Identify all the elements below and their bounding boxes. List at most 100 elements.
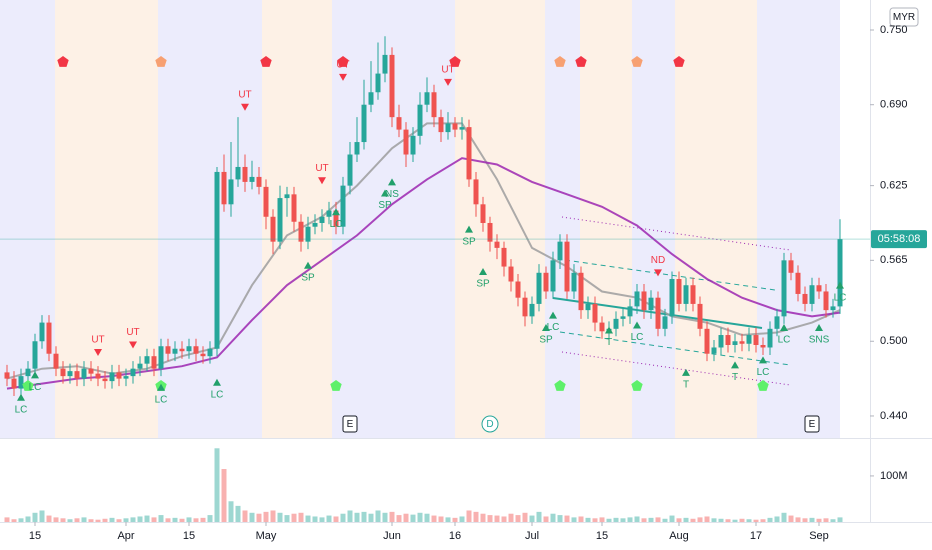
signal [260,56,272,67]
volume-bar [704,516,710,522]
x-tick-label: Jul [525,530,539,542]
candle-body [32,341,38,369]
candle-body [144,356,150,364]
annotation-arrow [815,324,823,332]
volume-bar [515,515,521,522]
volume-bar [550,513,556,522]
volume-bar [305,515,311,522]
volume-bar [18,518,24,522]
annotation: UT [441,64,454,75]
candle-body [228,179,234,205]
annotation: LC [834,292,847,303]
volume-bar [4,517,10,522]
candle-body [11,378,17,389]
candle-body [718,335,724,348]
channel [559,331,791,366]
candle-body [585,303,591,311]
candle-body [347,154,353,186]
volume-bar [690,518,696,522]
candle-body [557,241,563,261]
candle-body [438,117,444,133]
volume-bar [354,512,360,522]
candle-body [235,166,241,180]
volume-bar [487,515,493,522]
y-tick-label: 0.690 [880,99,908,111]
candle-body [4,372,10,379]
volume-bar [88,519,94,522]
candle-body [123,376,129,379]
volume-bar [641,518,647,522]
candle-body [620,316,626,319]
annotation: ND [651,255,665,266]
signal [57,56,69,67]
candle-body [102,378,108,382]
volume-bar [32,512,38,522]
volume-bar [291,513,297,522]
volume-bar [25,516,31,522]
volume-bar [431,515,437,522]
volume-bar [452,517,458,522]
annotation: LC [330,219,343,230]
candle-body [74,371,80,379]
candle-body [634,291,640,307]
volume-bar [333,516,339,522]
annotation: LC [211,389,224,400]
volume-bar [249,512,255,522]
candle-body [830,306,836,311]
candle-body [81,368,87,379]
candle-body [564,241,570,292]
volume-bar [375,510,381,522]
annotation-arrow [339,73,347,81]
volume-bar [410,514,416,522]
candle-body [39,322,45,342]
x-tick-label: Apr [117,530,134,542]
volume-bar [746,519,752,522]
volume-bar [67,519,73,522]
volume-bar [760,519,766,522]
event-marker [481,415,499,433]
candle-body [312,222,318,227]
annotation-arrow [31,371,39,379]
candle-body [508,266,514,282]
annotation: T [683,379,689,390]
volume-bar [662,518,668,522]
event-label: E [347,419,354,430]
candle-body [158,346,164,369]
candle-body [263,186,269,217]
volume-bar [361,511,367,522]
volume-bar [382,512,388,522]
candle-body [571,272,577,292]
candle-body [116,372,122,379]
candle-body [242,166,248,182]
candle-body [774,316,780,329]
candle-body [529,303,535,317]
event-label: E [809,419,816,430]
candle-body [291,194,297,222]
volume-bar [571,517,577,522]
volume-bar [592,518,598,522]
candle-body [284,194,290,199]
candle-body [690,285,696,304]
signal [575,56,587,67]
currency-box[interactable] [889,7,919,27]
volume-bar [606,518,612,522]
candle-body [382,54,388,74]
volume-bar [767,517,773,522]
annotation-arrow [542,324,550,332]
volume-bar [494,515,500,522]
candle-body [697,303,703,329]
annotation-arrow [633,321,641,329]
annotation: LC [15,404,28,415]
event-marker [804,415,820,433]
candle-body [515,281,521,298]
annotation-arrow [213,378,221,386]
volume-bar [711,518,717,522]
candle-body [494,241,500,248]
x-tick-label: 16 [449,530,461,542]
candle-body [795,272,801,294]
volume-bar [613,517,619,522]
volume-bar [221,469,227,522]
volume-bar [753,519,759,522]
volume-bar [270,510,276,522]
volume-bar [725,519,731,522]
